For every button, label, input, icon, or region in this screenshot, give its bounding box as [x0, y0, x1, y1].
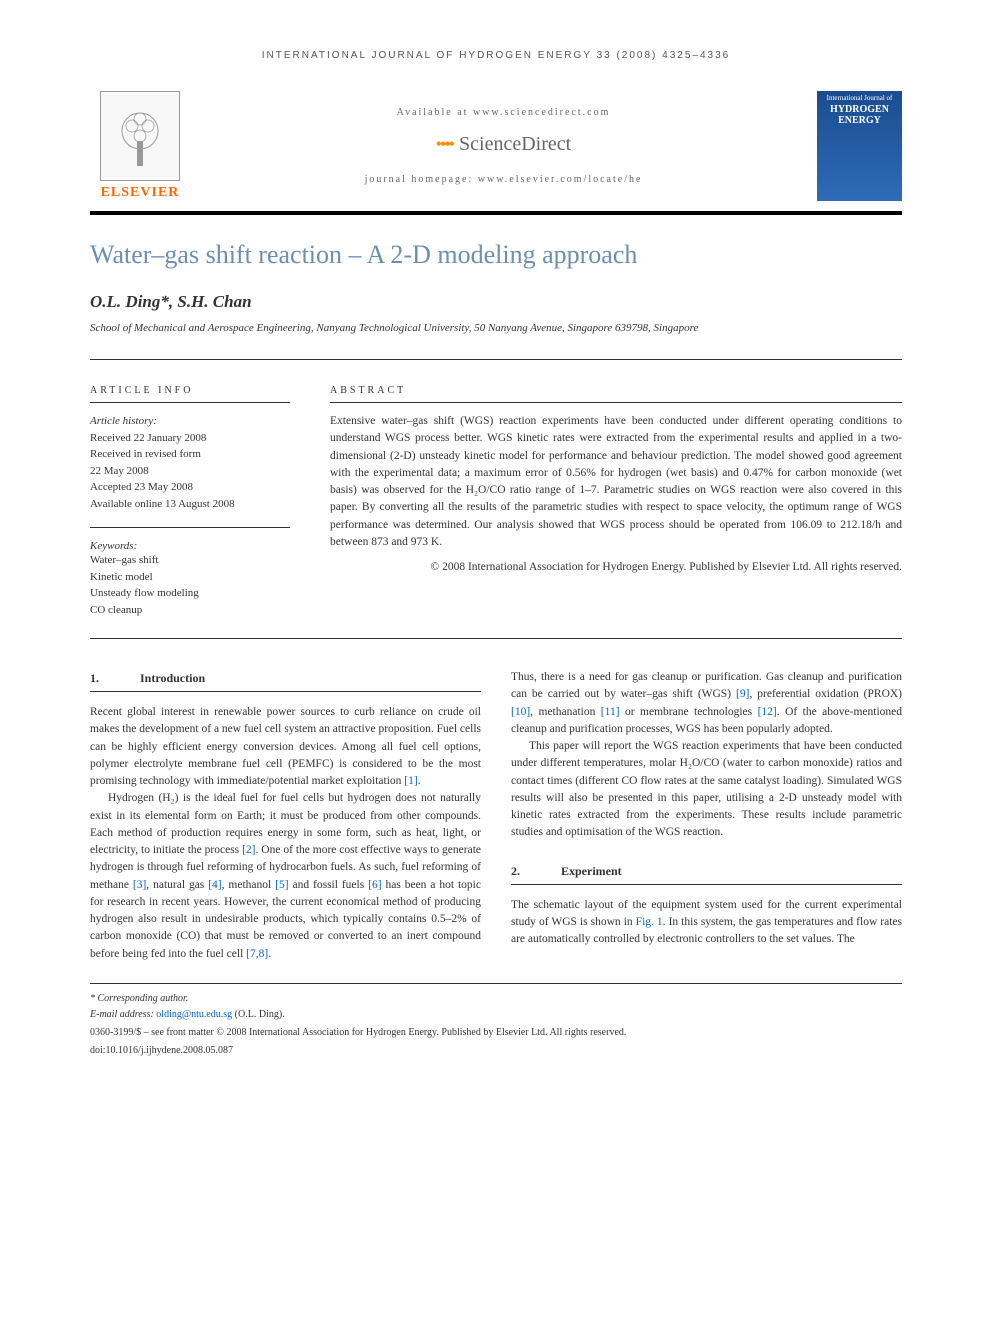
online-date: Available online 13 August 2008: [90, 496, 290, 513]
keyword-item: CO cleanup: [90, 602, 290, 619]
reference-link[interactable]: [12]: [758, 706, 777, 718]
copyright-text: © 2008 International Association for Hyd…: [330, 559, 902, 576]
figure-link[interactable]: Fig. 1: [636, 916, 663, 928]
paragraph: Thus, there is a need for gas cleanup or…: [511, 669, 902, 738]
section-number: 2.: [511, 862, 561, 880]
keyword-item: Kinetic model: [90, 569, 290, 586]
reference-link[interactable]: [11]: [601, 706, 620, 718]
left-column: 1.Introduction Recent global interest in…: [90, 669, 481, 963]
sciencedirect-logo: •••• ScienceDirect: [436, 133, 571, 156]
front-matter-text: 0360-3199/$ – see front matter © 2008 In…: [90, 1026, 902, 1040]
received-date: Received 22 January 2008: [90, 430, 290, 447]
footnotes: * Corresponding author. E-mail address: …: [90, 983, 902, 1058]
cover-title: HYDROGEN ENERGY: [820, 104, 899, 126]
revised-date-line2: 22 May 2008: [90, 463, 290, 480]
article-info-heading: ARTICLE INFO: [90, 385, 290, 403]
doi-text: doi:10.1016/j.ijhydene.2008.05.087: [90, 1044, 902, 1058]
running-head: INTERNATIONAL JOURNAL OF HYDROGEN ENERGY…: [90, 50, 902, 61]
cover-label: International Journal of: [820, 94, 899, 102]
available-at-text: Available at www.sciencedirect.com: [190, 107, 817, 118]
revised-date-line1: Received in revised form: [90, 446, 290, 463]
abstract-text: Extensive water–gas shift (WGS) reaction…: [330, 413, 902, 551]
section-heading-experiment: 2.Experiment: [511, 862, 902, 885]
authors: O.L. Ding*, S.H. Chan: [90, 292, 902, 312]
email-link[interactable]: olding@ntu.edu.sg: [156, 1009, 232, 1020]
reference-link[interactable]: [7,8]: [246, 948, 268, 960]
keyword-item: Water–gas shift: [90, 552, 290, 569]
elsevier-tree-icon: [100, 91, 180, 181]
reference-link[interactable]: [5]: [275, 879, 288, 891]
paragraph: Hydrogen (H₂) is the ideal fuel for fuel…: [90, 790, 481, 963]
section-number: 1.: [90, 669, 140, 687]
right-column: Thus, there is a need for gas cleanup or…: [511, 669, 902, 963]
paragraph: Recent global interest in renewable powe…: [90, 704, 481, 790]
reference-link[interactable]: [3]: [133, 879, 146, 891]
sciencedirect-dots-icon: ••••: [436, 134, 453, 155]
history-label: Article history:: [90, 413, 290, 430]
reference-link[interactable]: [4]: [208, 879, 221, 891]
journal-homepage-text: journal homepage: www.elsevier.com/locat…: [190, 174, 817, 185]
reference-link[interactable]: [9]: [736, 688, 749, 700]
journal-cover-thumbnail: International Journal of HYDROGEN ENERGY: [817, 91, 902, 201]
paragraph: This paper will report the WGS reaction …: [511, 738, 902, 842]
keywords-label: Keywords:: [90, 527, 290, 552]
reference-link[interactable]: [10]: [511, 706, 530, 718]
elsevier-brand-text: ELSEVIER: [90, 185, 190, 201]
elsevier-logo: ELSEVIER: [90, 91, 190, 201]
header-box: ELSEVIER Available at www.sciencedirect.…: [90, 81, 902, 215]
email-line: E-mail address: olding@ntu.edu.sg (O.L. …: [90, 1008, 902, 1022]
abstract: ABSTRACT Extensive water–gas shift (WGS)…: [330, 385, 902, 618]
reference-link[interactable]: [6]: [368, 879, 381, 891]
paragraph: The schematic layout of the equipment sy…: [511, 897, 902, 949]
corresponding-author-note: * Corresponding author.: [90, 992, 902, 1006]
article-info: ARTICLE INFO Article history: Received 2…: [90, 385, 290, 618]
keyword-item: Unsteady flow modeling: [90, 585, 290, 602]
accepted-date: Accepted 23 May 2008: [90, 479, 290, 496]
section-title: Introduction: [140, 671, 205, 685]
section-heading-intro: 1.Introduction: [90, 669, 481, 692]
sciencedirect-text: ScienceDirect: [459, 133, 571, 156]
affiliation: School of Mechanical and Aerospace Engin…: [90, 322, 902, 360]
article-title: Water–gas shift reaction – A 2-D modelin…: [90, 240, 902, 270]
reference-link[interactable]: [1]: [404, 775, 417, 787]
abstract-heading: ABSTRACT: [330, 385, 902, 403]
reference-link[interactable]: [2]: [242, 844, 255, 856]
section-title: Experiment: [561, 864, 622, 878]
